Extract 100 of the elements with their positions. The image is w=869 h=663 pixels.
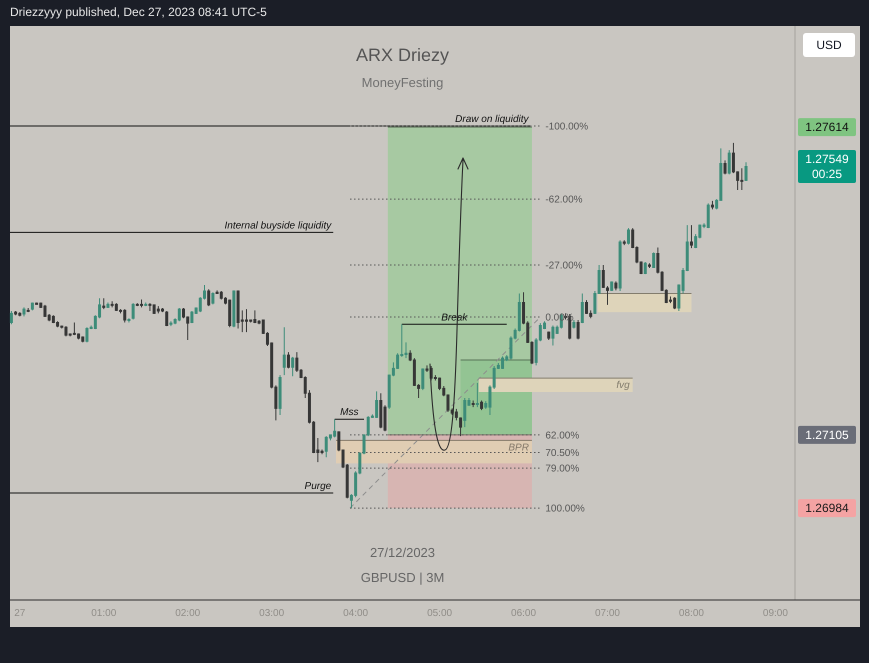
candlestick bbox=[572, 320, 576, 330]
candlestick bbox=[72, 322, 76, 336]
candlestick bbox=[580, 292, 584, 324]
series-label: BPR bbox=[508, 442, 529, 454]
candlestick bbox=[710, 200, 714, 210]
candlestick bbox=[102, 298, 106, 310]
x-tick-label: 27 bbox=[14, 608, 26, 619]
y-axis-title: USD bbox=[816, 38, 842, 52]
candlestick bbox=[144, 302, 148, 307]
annotation: 27/12/2023 bbox=[370, 545, 436, 560]
candlestick bbox=[576, 320, 580, 340]
candlestick bbox=[547, 331, 550, 340]
candlestick bbox=[148, 302, 152, 312]
candlestick bbox=[169, 320, 172, 327]
candlestick bbox=[472, 400, 475, 408]
y-tick-label: 1.27549 00:25 bbox=[805, 152, 850, 181]
candlestick bbox=[278, 374, 282, 416]
candlestick bbox=[724, 160, 727, 175]
candlestick bbox=[618, 240, 622, 292]
series-label: 62.00% bbox=[545, 430, 580, 442]
candlestick bbox=[333, 418, 336, 438]
series-label: 100.00% bbox=[545, 504, 585, 515]
candlestick bbox=[161, 307, 164, 313]
candlestick bbox=[114, 302, 118, 312]
x-tick-label: 01:00 bbox=[91, 608, 117, 619]
candlestick bbox=[236, 290, 240, 330]
y-tick-label: 1.26984 bbox=[805, 501, 850, 516]
candlestick bbox=[178, 307, 181, 322]
y-tick-label: 1.27105 bbox=[805, 428, 850, 442]
candlestick bbox=[10, 310, 13, 325]
series-label: Draw on liquidity bbox=[455, 114, 530, 125]
x-tick-label: 06:00 bbox=[511, 608, 536, 619]
x-tick-label: 07:00 bbox=[594, 608, 620, 619]
candlestick bbox=[64, 326, 68, 337]
candlestick bbox=[476, 382, 479, 408]
candlestick bbox=[673, 296, 676, 310]
candlestick bbox=[228, 298, 232, 328]
candlestick bbox=[30, 302, 34, 311]
candlestick bbox=[156, 306, 160, 314]
candlestick bbox=[614, 280, 618, 291]
candlestick bbox=[26, 307, 30, 313]
candlestick bbox=[501, 356, 504, 370]
candlestick bbox=[626, 228, 630, 245]
candlestick bbox=[85, 326, 88, 343]
candlestick bbox=[232, 290, 236, 328]
candlestick bbox=[463, 398, 466, 428]
candlestick bbox=[43, 304, 46, 318]
candlestick bbox=[622, 240, 626, 246]
series-label: -62.00% bbox=[545, 194, 583, 206]
x-tick-label: 05:00 bbox=[427, 608, 453, 619]
candlestick bbox=[207, 288, 210, 307]
candlestick bbox=[379, 392, 382, 429]
candlestick bbox=[728, 150, 731, 175]
candlestick bbox=[106, 302, 110, 308]
candlestick bbox=[18, 312, 22, 317]
candlestick bbox=[740, 168, 744, 191]
candlestick bbox=[585, 300, 588, 314]
candlestick bbox=[644, 262, 647, 275]
series-label: Mss bbox=[340, 407, 358, 418]
annotation: GBPUSD | 3M bbox=[360, 570, 444, 585]
candlestick bbox=[152, 304, 156, 314]
x-tick-label: 09:00 bbox=[762, 608, 788, 619]
candlestick bbox=[690, 224, 693, 249]
series-label: -100.00% bbox=[545, 121, 588, 132]
candlestick bbox=[282, 326, 286, 376]
candlestick bbox=[211, 292, 214, 305]
candlestick bbox=[81, 336, 84, 343]
x-tick-label: 04:00 bbox=[343, 608, 369, 619]
series-label: 70.50% bbox=[545, 448, 580, 459]
candlestick bbox=[253, 310, 256, 324]
candlestick bbox=[286, 352, 290, 369]
candlestick bbox=[136, 302, 139, 307]
text: Driezzyyy published, Dec 27, 2023 08:41 UTC-5 bbox=[10, 5, 268, 19]
candlestick bbox=[551, 324, 554, 346]
series-label: fvg bbox=[616, 380, 630, 392]
candlestick bbox=[22, 306, 26, 317]
candlestick bbox=[610, 280, 614, 292]
series-label: Internal buyside liquidity bbox=[224, 220, 332, 232]
candlestick bbox=[375, 390, 378, 418]
candlestick bbox=[140, 298, 144, 308]
text: MoneyFesting bbox=[362, 75, 444, 90]
candlestick bbox=[425, 364, 428, 373]
x-tick-label: 02:00 bbox=[175, 608, 201, 619]
x-tick-label: 08:00 bbox=[678, 608, 704, 619]
series-label: 79.00% bbox=[545, 464, 580, 475]
candlestick bbox=[244, 308, 248, 333]
series-label: Purge bbox=[304, 480, 332, 492]
candlestick bbox=[110, 300, 114, 308]
candlestick bbox=[132, 302, 135, 320]
candlestick bbox=[421, 368, 424, 391]
candlestick bbox=[35, 302, 38, 306]
candlestick bbox=[14, 310, 18, 316]
series-label: -27.00% bbox=[545, 260, 583, 272]
candlestick bbox=[652, 252, 656, 269]
candlestick bbox=[648, 262, 651, 269]
text: ARX Driezy bbox=[356, 45, 450, 65]
candlestick bbox=[291, 356, 294, 377]
candlestick bbox=[165, 310, 168, 327]
candlestick bbox=[480, 400, 484, 411]
candlestick bbox=[127, 318, 130, 323]
